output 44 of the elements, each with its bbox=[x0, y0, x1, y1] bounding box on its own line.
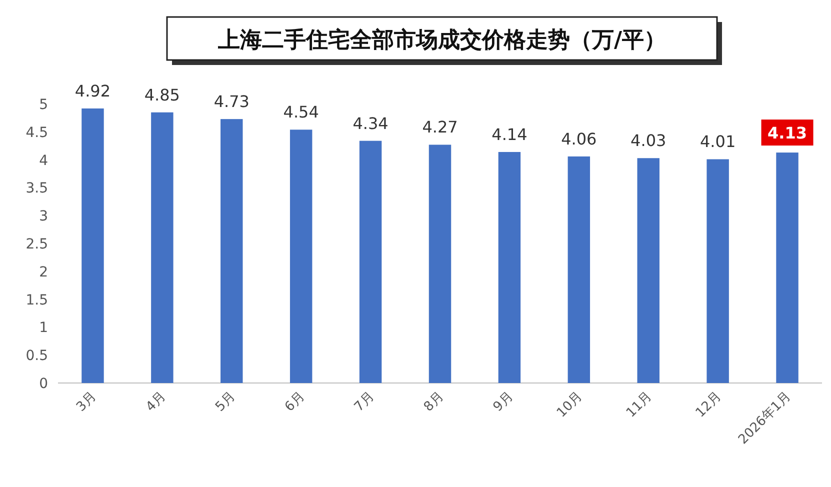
data-label: 4.92 bbox=[74, 81, 111, 100]
x-tick-label: 12月 bbox=[693, 389, 725, 421]
bar bbox=[637, 158, 660, 383]
bar bbox=[428, 144, 452, 383]
y-tick-label: 5 bbox=[39, 97, 48, 113]
bar bbox=[776, 152, 798, 383]
data-label: 4.54 bbox=[283, 102, 319, 122]
bar bbox=[290, 130, 312, 383]
data-label: 4.13 bbox=[768, 124, 808, 143]
y-tick-label: 3 bbox=[39, 208, 48, 225]
x-tick-label: 6月 bbox=[282, 389, 308, 415]
x-tick-label: 5月 bbox=[212, 389, 238, 415]
x-tick-label: 9月 bbox=[490, 389, 516, 415]
bar bbox=[220, 119, 243, 383]
x-tick-label: 3月 bbox=[74, 389, 100, 415]
x-tick-label: 10月 bbox=[554, 389, 586, 421]
y-tick-label: 2 bbox=[39, 264, 48, 280]
bar bbox=[498, 152, 521, 383]
bar bbox=[151, 112, 174, 383]
y-tick-label: 1 bbox=[39, 320, 48, 336]
data-label: 4.14 bbox=[492, 124, 528, 144]
bar bbox=[359, 140, 382, 383]
y-tick-label: 0 bbox=[39, 376, 48, 392]
x-tick-label: 8月 bbox=[421, 389, 447, 415]
y-tick-label: 2.5 bbox=[26, 236, 48, 252]
bar bbox=[568, 156, 590, 383]
y-tick-label: 0.5 bbox=[26, 348, 48, 364]
bar bbox=[82, 108, 104, 383]
data-label: 4.85 bbox=[144, 85, 180, 104]
chart-title: 上海二手住宅全部市场成交价格走势（万/平） bbox=[216, 27, 666, 53]
y-tick-label: 4.5 bbox=[26, 124, 48, 141]
x-tick-label: 11月 bbox=[624, 389, 656, 421]
x-tick-label: 4月 bbox=[143, 389, 170, 415]
y-tick-label: 4 bbox=[39, 152, 48, 169]
data-label: 4.01 bbox=[700, 132, 736, 152]
data-label: 4.03 bbox=[630, 131, 666, 150]
y-tick-label: 1.5 bbox=[26, 292, 48, 308]
data-label: 4.27 bbox=[422, 118, 458, 137]
bar bbox=[706, 159, 729, 383]
data-label: 4.34 bbox=[352, 114, 388, 133]
x-tick-label: 7月 bbox=[352, 389, 378, 415]
y-tick-label: 3.5 bbox=[26, 180, 48, 197]
data-label: 4.06 bbox=[561, 129, 597, 148]
data-label: 4.73 bbox=[214, 92, 250, 112]
